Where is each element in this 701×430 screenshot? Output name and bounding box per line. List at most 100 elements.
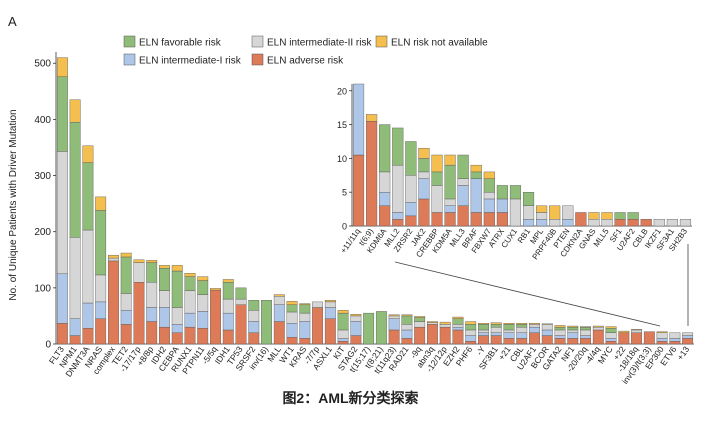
main-bar-stag2-adverse <box>350 335 362 345</box>
main-bar-22-not_available <box>618 330 630 333</box>
main-bar-wt1-intermediate2 <box>286 311 298 324</box>
main-bar-idh2-not_available <box>159 265 170 269</box>
main-bar-tet2-adverse <box>120 324 132 345</box>
main-bar-kras-intermediate2 <box>299 312 311 322</box>
panel-letter: A <box>8 14 17 29</box>
inset-y-tick-label: 5 <box>342 188 347 198</box>
main-bar-tet2-favorable <box>120 256 132 294</box>
inset-bar-mll3-favorable <box>457 154 469 179</box>
main-bar-tet2-not_available <box>120 252 132 258</box>
main-bar-21-intermediate2 <box>503 329 515 333</box>
main-bar-ptpn11-favorable <box>197 280 209 295</box>
inset-bar-mll2-adverse <box>392 219 404 227</box>
main-bar-myc-not_available <box>605 326 617 329</box>
main-bar-ep300-intermediate2 <box>656 332 668 339</box>
inset-bar-cux1-favorable <box>509 185 522 200</box>
main-bar-tp53-favorable <box>235 287 247 300</box>
main-bar-17-17p-not_available <box>133 259 145 263</box>
main-bar-flt3-adverse <box>56 323 68 345</box>
inset-bar-sf3a1-intermediate2 <box>666 219 678 227</box>
main-bar-gata2-favorable <box>554 326 566 331</box>
main-bars <box>56 57 694 345</box>
main-y-tick-label: 500 <box>34 59 51 70</box>
main-bar-gata2-intermediate2 <box>554 329 566 336</box>
main-bar-npm1-adverse <box>69 335 81 345</box>
main-bar-bcor-adverse <box>541 335 553 345</box>
inset-bar-crebbp-favorable <box>431 171 443 186</box>
main-bar-idh1-intermediate1 <box>222 312 234 331</box>
main-bar-asxl1-intermediate1 <box>324 307 336 319</box>
inset-bar-jak2-favorable <box>418 158 430 173</box>
main-bar-ezh2-favorable <box>452 318 464 325</box>
inset-bar-atrx-intermediate1 <box>496 198 508 213</box>
inset-bar-gnas-intermediate2 <box>588 219 600 227</box>
main-bar-mll-intermediate1 <box>273 304 285 322</box>
main-bar-flt3-intermediate1 <box>56 273 68 324</box>
inset-bar-crebbp-not_available <box>431 154 443 173</box>
inset-bar-fbxw7-adverse <box>483 212 495 227</box>
main-bar-rad21-not_available <box>401 314 413 317</box>
main-y-tick-label: 0 <box>45 340 51 351</box>
main-bar-abn3q-adverse <box>426 324 438 345</box>
inset-bars <box>352 83 692 227</box>
main-bar-rad21-favorable <box>401 315 413 325</box>
main-bar-sf3b1-intermediate2 <box>490 326 502 333</box>
inset-bar-atrx-favorable <box>496 185 508 200</box>
inset-bar-kdm5a-adverse <box>444 212 456 227</box>
main-bar-t-8-21-favorable <box>375 311 387 345</box>
main-bar-y-not_available <box>478 323 489 325</box>
main-bar-t-11q23-intermediate1 <box>388 318 400 331</box>
main-bar-etv6-adverse <box>669 340 681 345</box>
main-bar-abn3q-intermediate2 <box>426 322 438 325</box>
main-bar-20-20q-intermediate1 <box>580 335 591 339</box>
main-bar-4-4q-adverse <box>592 329 604 345</box>
inset-y-tick-label: 20 <box>337 86 347 96</box>
inset-bar-mll5-intermediate2 <box>601 219 613 227</box>
main-bar-gata2-intermediate1 <box>554 335 566 339</box>
inset-bar-braf-adverse <box>470 212 482 227</box>
inset-bar-kdm6a-favorable <box>379 124 391 173</box>
main-bar-tp53-intermediate2 <box>235 298 247 305</box>
main-bar-kras-not_available <box>299 303 311 305</box>
main-bar-runx1-not_available <box>184 273 196 277</box>
main-bar-complex-intermediate2 <box>107 257 119 262</box>
inset-bar-mll2-intermediate2 <box>392 164 404 213</box>
main-bar-etv6-intermediate2 <box>669 332 681 339</box>
main-bar-sf3b1-adverse <box>490 335 502 345</box>
main-bar-stag2-not_available <box>350 314 362 317</box>
inset-bar-pten-intermediate2 <box>562 205 574 220</box>
main-bar-tet2-intermediate1 <box>120 310 132 325</box>
inset-bar-u2af2-adverse <box>627 219 639 227</box>
main-bar-ptpn11-adverse <box>197 328 209 345</box>
main-bar-kit-not_available <box>337 310 349 314</box>
main-bar-cbl-not_available <box>516 323 528 325</box>
inset-bar-jak2-intermediate2 <box>418 171 430 179</box>
main-bar-rad21-adverse <box>401 338 413 345</box>
inset-bar-zrsr2-adverse <box>405 215 417 227</box>
main-bar-12-12p-intermediate2 <box>439 324 451 328</box>
main-bar-cebpa-adverse <box>171 332 183 345</box>
main-bar-nras-not_available <box>95 196 107 211</box>
main-bar-nras-favorable <box>95 210 107 276</box>
main-bar-17-17p-adverse <box>133 282 145 345</box>
inset-bar-atrx-adverse <box>496 212 508 227</box>
main-bar-18-18q-not_available <box>631 329 643 331</box>
main-bar-9q-favorable <box>414 317 426 322</box>
main-bar-npm1-favorable <box>69 121 81 238</box>
legend-label-intermediate1: ELN intermediate-I risk <box>139 56 242 67</box>
inset-bar-prpf40b-intermediate2 <box>549 219 561 227</box>
main-bar-8-8p-intermediate1 <box>146 307 158 322</box>
main-bar-runx1-intermediate1 <box>184 312 196 328</box>
inset-bar-fbxw7-not_available <box>483 171 495 179</box>
inset-bar-fbxw7-intermediate1 <box>483 198 495 213</box>
main-bar-srsf2-favorable <box>248 300 260 311</box>
inset-bar-braf-favorable <box>470 171 482 179</box>
inset-bar-jak2-not_available <box>418 148 430 159</box>
main-bar-stag2-intermediate2 <box>350 315 362 322</box>
main-bar-nf1-adverse <box>567 338 579 345</box>
main-bar-phf6-intermediate1 <box>465 335 477 342</box>
main-bar-idh2-intermediate2 <box>159 290 170 308</box>
inset-bar-crebbp-adverse <box>431 212 443 227</box>
main-bar-kit-intermediate2 <box>337 329 349 339</box>
